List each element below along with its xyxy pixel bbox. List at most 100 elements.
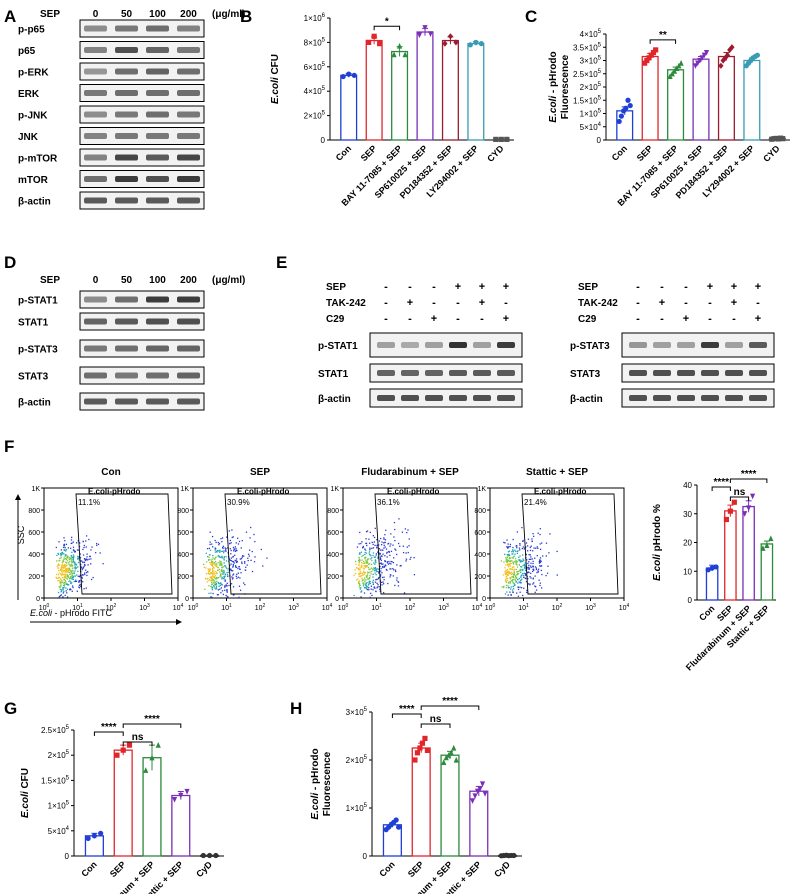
- data-point: [416, 32, 423, 39]
- data-point: [493, 136, 499, 142]
- bar: [391, 50, 409, 141]
- flow-event: [216, 580, 218, 582]
- tick-exponent: 5: [322, 111, 326, 117]
- flow-event: [235, 561, 238, 564]
- flow-event: [508, 560, 510, 562]
- flow-event: [524, 567, 527, 570]
- flow-event: [222, 570, 224, 572]
- flow-event: [384, 534, 386, 536]
- flow-event: [533, 547, 535, 549]
- blot-band: [177, 68, 200, 75]
- flow-event: [523, 587, 525, 589]
- flow-event: [510, 576, 512, 579]
- data-point: [780, 136, 786, 142]
- blot-band: [177, 296, 200, 303]
- flow-event: [370, 592, 372, 595]
- flow-event: [537, 571, 540, 573]
- tick-base: 0: [321, 136, 326, 145]
- flow-event: [396, 553, 398, 556]
- tick-exponent: 5: [364, 707, 368, 713]
- flow-event: [539, 560, 542, 562]
- flow-x-tick-label: 102: [552, 603, 563, 612]
- flow-event: [358, 582, 360, 584]
- data-point: [419, 740, 426, 746]
- flow-event: [65, 568, 67, 570]
- flow-event: [358, 558, 360, 560]
- tick-exponent: 5: [598, 42, 602, 48]
- blot-strip: [369, 332, 523, 358]
- blot-band: [497, 395, 515, 401]
- data-point: [346, 71, 352, 77]
- tick-exponent: 2: [114, 603, 117, 609]
- flow-event: [364, 571, 367, 574]
- blot-strip: [621, 332, 775, 358]
- flow-event: [218, 585, 220, 587]
- flow-event: [90, 549, 92, 551]
- flow-event: [231, 529, 233, 531]
- flow-event: [228, 558, 231, 561]
- flow-event: [217, 555, 219, 557]
- flow-event: [532, 582, 535, 584]
- flow-event: [68, 577, 71, 579]
- flow-event: [71, 558, 73, 560]
- flow-event: [216, 573, 218, 575]
- flow-event: [508, 554, 510, 556]
- tick-base: 1×10: [580, 110, 599, 119]
- flow-event: [378, 572, 380, 574]
- blot-dose: 200: [180, 9, 197, 20]
- flow-y-label: SSC: [16, 525, 26, 544]
- flow-event: [225, 548, 227, 550]
- flow-event: [220, 587, 223, 589]
- flow-event: [402, 545, 404, 547]
- flow-event: [540, 569, 543, 572]
- flow-event: [505, 577, 508, 579]
- flow-y-tick-label: 200: [327, 574, 339, 581]
- flow-event: [81, 576, 83, 578]
- flow-event: [369, 580, 371, 583]
- flow-event: [373, 587, 375, 589]
- flow-event: [210, 579, 213, 581]
- flow-event: [362, 582, 364, 584]
- flow-event: [359, 573, 361, 575]
- flow-event: [212, 570, 214, 572]
- flow-event: [358, 583, 361, 585]
- y-label-italic: E.coli: [548, 96, 559, 123]
- flow-event: [220, 583, 223, 585]
- flow-event: [231, 576, 233, 578]
- flow-event: [509, 568, 511, 571]
- flow-event: [406, 546, 408, 548]
- flow-event: [63, 570, 65, 572]
- flow-event: [95, 542, 98, 545]
- y-tick-label: 5×104: [580, 122, 602, 132]
- flow-event: [70, 560, 73, 562]
- data-point: [402, 51, 408, 58]
- flow-event: [86, 553, 88, 555]
- data-point: [754, 52, 760, 58]
- flow-event: [242, 555, 244, 557]
- flow-event: [214, 564, 216, 567]
- flow-event: [83, 565, 85, 568]
- flow-event: [508, 572, 511, 574]
- flow-event: [517, 582, 519, 584]
- treatment-label-right: C29: [578, 314, 597, 325]
- flow-event: [389, 576, 391, 578]
- data-point: [453, 756, 459, 763]
- flow-event: [382, 581, 384, 583]
- flow-event: [525, 580, 528, 583]
- flow-event: [244, 561, 246, 563]
- flow-event: [245, 531, 248, 533]
- flow-event: [213, 581, 215, 583]
- flow-event: [60, 574, 63, 576]
- flow-event: [512, 550, 514, 552]
- flow-event: [387, 563, 390, 565]
- flow-event: [507, 572, 509, 574]
- flow-event: [66, 570, 68, 572]
- flow-event: [215, 587, 218, 590]
- flow-event: [372, 589, 374, 591]
- blot-strip: [79, 148, 205, 167]
- flow-y-tick-label: 600: [474, 530, 486, 537]
- tick-exponent: 1: [80, 603, 83, 609]
- flow-event: [510, 586, 512, 588]
- flow-event: [537, 568, 540, 570]
- flow-x-tick-label: 104: [619, 603, 630, 612]
